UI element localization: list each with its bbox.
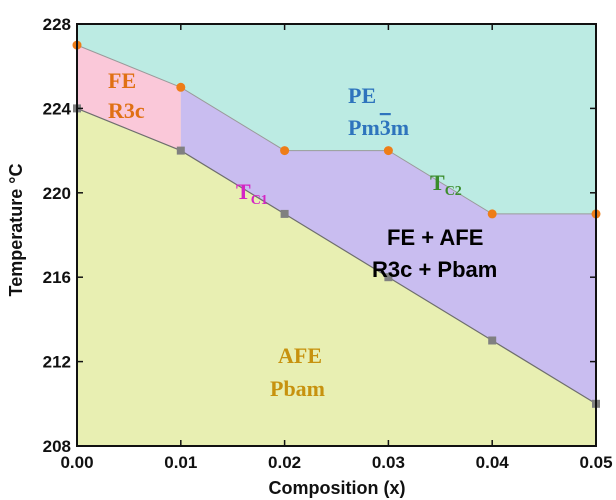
x-tick-label-1: 0.01 (164, 453, 197, 472)
tc1-point-4 (488, 336, 497, 345)
region-label-fe-name: FE (108, 68, 136, 93)
x-tick-label-5: 0.05 (579, 453, 612, 472)
y-tick-label-0: 208 (43, 437, 71, 456)
region-label-afe-name: AFE (278, 343, 322, 368)
y-tick-label-5: 228 (43, 15, 71, 34)
x-tick-label-0: 0.00 (60, 453, 93, 472)
y-tick-label-3: 220 (43, 184, 71, 203)
x-tick-label-2: 0.02 (268, 453, 301, 472)
tc2-point-2 (280, 146, 290, 156)
region-label-pe-name: PE (348, 83, 376, 108)
annotation-tc2-sub: C2 (445, 184, 462, 199)
phase-regions (77, 24, 597, 447)
region-fe-afe (180, 87, 597, 404)
annotation-tc2: TC2 (430, 170, 462, 199)
y-axis-title: Temperature °C (6, 164, 26, 297)
annotation-tc1-base: T (236, 179, 251, 204)
tc1-boundary-line (76, 107, 597, 405)
tc2-point-4 (487, 209, 497, 219)
y-tick-label-1: 212 (43, 353, 71, 372)
plot-frame (76, 23, 597, 447)
annotation-tc1-sub: C1 (251, 193, 268, 208)
tc2-point-1 (176, 82, 186, 92)
annotation-tc1: TC1 (236, 179, 268, 208)
tc2-point-3 (383, 146, 393, 156)
phase-boundaries (76, 44, 597, 405)
plot-border (76, 23, 597, 447)
axis-ticks: 0.00 0.01 0.02 0.03 0.04 0.05 208 212 216 220 224 2… (43, 15, 613, 472)
tc1-point-2 (280, 209, 289, 218)
x-tick-label-3: 0.03 (372, 453, 405, 472)
y-tick-label-4: 224 (43, 99, 72, 118)
annotation-tc2-base: T (430, 170, 445, 195)
region-fe (77, 45, 181, 151)
x-axis-title: Composition (x) (269, 478, 406, 498)
tc2-boundary-line (76, 44, 596, 215)
region-afe (77, 108, 596, 447)
region-label-fe-afe-name: FE + AFE (387, 225, 483, 250)
region-label-fe-phase: R3c (108, 98, 145, 123)
region-label-afe-phase: Pbam (270, 376, 325, 401)
tc1-point-1 (176, 146, 185, 155)
tc1-point-3 (384, 273, 393, 282)
y-tick-label-2: 216 (43, 268, 71, 287)
region-label-fe-afe-phase: R3c + Pbam (372, 257, 497, 282)
x-tick-label-4: 0.04 (476, 453, 510, 472)
region-label-pe-phase: Pm3m (348, 115, 409, 140)
